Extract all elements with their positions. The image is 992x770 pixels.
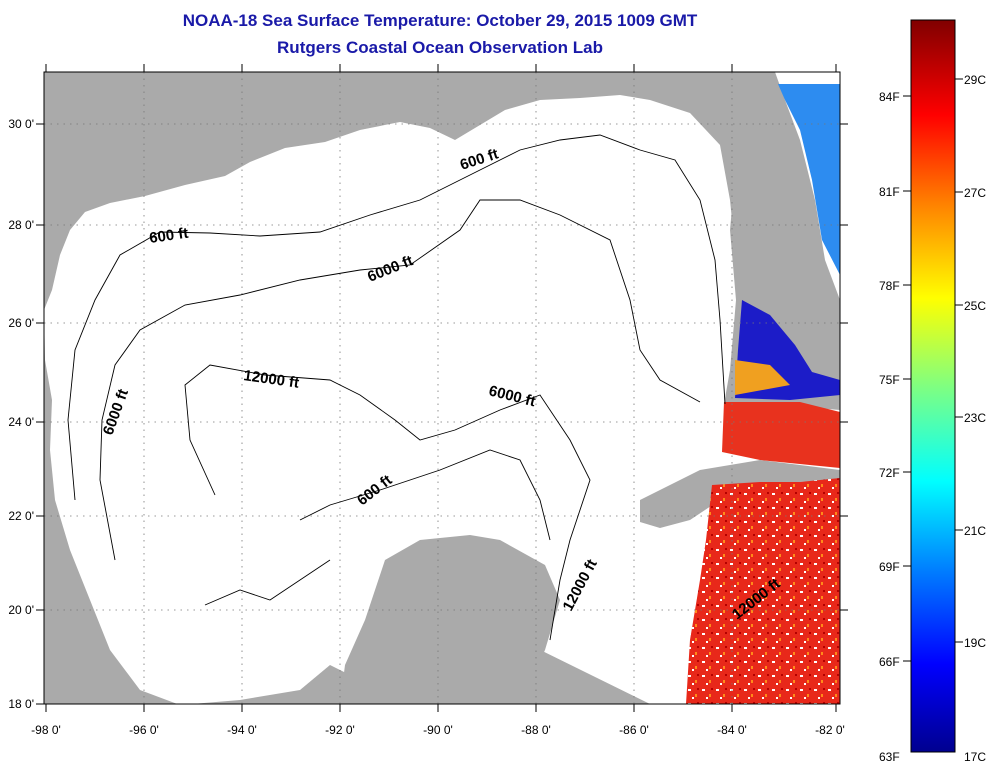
lon-label: -84 0' <box>717 723 747 737</box>
lon-label: -88 0' <box>521 723 551 737</box>
florida-land <box>720 145 840 380</box>
colorbar-label-c: 27C <box>964 186 986 200</box>
colorbar-label-f: 84F <box>879 90 900 104</box>
colorbar-label-c: 17C <box>964 750 986 764</box>
lat-label: 26 0' <box>8 316 34 330</box>
lon-label: -86 0' <box>619 723 649 737</box>
lat-label: 18 0' <box>8 697 34 711</box>
colorbar-label-c: 19C <box>964 636 986 650</box>
lon-label: -94 0' <box>227 723 257 737</box>
colorbar-label-f: 63F <box>879 750 900 764</box>
lat-label: 20 0' <box>8 603 34 617</box>
lon-label: -82 0' <box>815 723 845 737</box>
lat-label: 24 0' <box>8 415 34 429</box>
contour-inner-6000ft <box>204 559 331 606</box>
lon-label: -98 0' <box>31 723 61 737</box>
sst-swath-keys <box>722 402 840 468</box>
colorbar-label-c: 23C <box>964 411 986 425</box>
tick-marks <box>36 64 848 712</box>
colorbar-label-f: 75F <box>879 373 900 387</box>
lat-label: 28 0' <box>8 218 34 232</box>
contour-600ft <box>67 134 726 501</box>
gridlines <box>44 72 840 704</box>
sst-swath-florida-straits-warm <box>735 360 790 395</box>
lat-label: 22 0' <box>8 509 34 523</box>
colorbar <box>910 19 956 753</box>
contour-6000ft <box>99 199 701 561</box>
lon-label: -96 0' <box>129 723 159 737</box>
colorbar-label-f: 69F <box>879 560 900 574</box>
colorbar-label-f: 78F <box>879 279 900 293</box>
map-border <box>43 71 841 705</box>
colorbar-label-c: 21C <box>964 524 986 538</box>
cuba-land <box>640 460 840 528</box>
map-subtitle: Rutgers Coastal Ocean Observation Lab <box>277 38 603 57</box>
colorbar-label-c: 25C <box>964 299 986 313</box>
gulf-water <box>44 95 840 704</box>
map-title: NOAA-18 Sea Surface Temperature: October… <box>182 11 698 30</box>
contour-12000ft <box>184 364 591 641</box>
contour-600ft-yucatan <box>299 449 551 541</box>
colorbar-label-f: 81F <box>879 185 900 199</box>
bathymetry-contours <box>67 134 726 641</box>
contour-label-600ft-west: 600 ft <box>148 225 189 247</box>
colorbar-ticks <box>903 78 963 662</box>
lon-label: -90 0' <box>423 723 453 737</box>
colorbar-label-f: 66F <box>879 655 900 669</box>
lon-label: -92 0' <box>325 723 355 737</box>
sst-swath-atlantic <box>778 84 840 275</box>
sst-swath-caribbean <box>686 478 840 704</box>
lat-label: 30 0' <box>8 117 34 131</box>
yucatan-land <box>340 535 560 704</box>
colorbar-label-f: 72F <box>879 466 900 480</box>
colorbar-label-c: 29C <box>964 73 986 87</box>
